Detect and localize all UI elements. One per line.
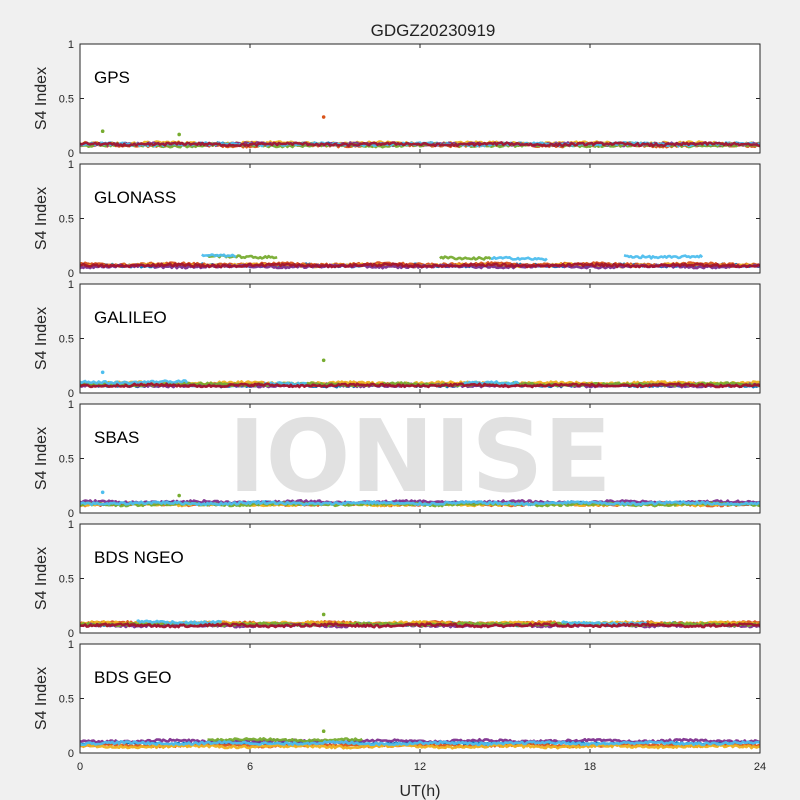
watermark: IONISE: [228, 398, 611, 515]
axes-box: [79, 163, 761, 274]
series-segment: [80, 740, 760, 747]
series-segment: [623, 254, 704, 260]
y-tick-label: 0.5: [59, 214, 74, 226]
y-tick-label: 1: [68, 279, 74, 291]
series-segment: [80, 622, 760, 629]
axes-box: [79, 643, 761, 754]
outlier-point: [100, 490, 105, 495]
y-tick-label: 1: [68, 639, 74, 651]
y-tick-label: 0: [68, 508, 74, 520]
series-segment: [490, 255, 548, 262]
panel-gps: 0 0.5 1 S4 Index GPS: [33, 39, 761, 160]
plot-area: [80, 164, 760, 273]
y-tick-label: 0.5: [59, 454, 74, 466]
series-segment: [439, 255, 492, 261]
y-tick-label: 0: [68, 148, 74, 160]
y-tick-label: 0.5: [59, 694, 74, 706]
axes-box: [79, 523, 761, 634]
x-axis-label: UT(h): [400, 783, 441, 800]
outlier-point: [100, 129, 105, 133]
plot-area: [80, 284, 760, 393]
y-tick-label: 0: [68, 268, 74, 280]
plot-area: [80, 404, 760, 513]
series-segment: [462, 380, 520, 386]
y-axis-label: S4 Index: [33, 427, 50, 490]
data-layer: [80, 612, 760, 629]
outlier-point: [321, 358, 326, 363]
outlier-point: [177, 132, 181, 137]
series-segment: [263, 381, 307, 387]
series-segment: [80, 262, 760, 269]
y-tick-label: 1: [68, 519, 74, 531]
data-layer: [80, 358, 760, 389]
series-segment: [201, 253, 237, 259]
series-segment: [80, 499, 760, 506]
y-axis-label: S4 Index: [33, 307, 50, 370]
outlier-point: [321, 115, 326, 119]
plot-area: [80, 524, 760, 633]
series-segment: [80, 141, 760, 148]
series-segment: [80, 379, 189, 386]
plot-area: [80, 644, 760, 753]
panel-glonass: 0 0.5 1 S4 Index GLONASS: [33, 159, 761, 280]
data-layer: [80, 115, 760, 149]
outlier-point: [321, 612, 326, 617]
y-tick-label: 0: [68, 388, 74, 400]
x-tick-label: 24: [754, 761, 766, 773]
y-tick-label: 1: [68, 159, 74, 171]
y-tick-label: 0.5: [59, 334, 74, 346]
x-tick-label: 12: [414, 761, 426, 773]
y-tick-label: 0: [68, 628, 74, 640]
series-segment: [207, 737, 363, 743]
y-tick-label: 1: [68, 39, 74, 51]
axes-box: [79, 43, 761, 154]
series-segment: [136, 619, 222, 626]
series-segment: [80, 382, 760, 389]
y-tick-label: 0.5: [59, 574, 74, 586]
y-tick-label: 1: [68, 399, 74, 411]
panel-bds-ngeo: 0 0.5 1 S4 Index BDS NGEO: [33, 519, 761, 640]
panel-bds-geo: 0 0.5 1 S4 Index BDS GEO 0 6 12 18 24: [33, 639, 766, 773]
plot-area: [80, 44, 760, 153]
figure-title: GDGZ20230919: [371, 21, 496, 40]
axes-box: [79, 403, 761, 514]
series-segment: [80, 500, 760, 507]
panel-sbas: 0 0.5 1 S4 Index SBAS: [33, 399, 761, 520]
panel-label: GPS: [94, 68, 130, 87]
outlier-point: [177, 493, 181, 498]
data-layer: [80, 729, 760, 750]
panel-label: BDS GEO: [94, 668, 171, 687]
y-tick-label: 0: [68, 748, 74, 760]
y-axis-label: S4 Index: [33, 547, 50, 610]
x-tick-label: 6: [247, 761, 253, 773]
x-tick-label: 18: [584, 761, 596, 773]
outlier-point: [321, 729, 326, 733]
panels: 0 0.5 1 S4 Index GPS 0 0.5 1 S4 Index GLONASS 0 0.5…: [33, 39, 766, 773]
x-tick-label: 0: [77, 761, 83, 773]
y-axis-label: S4 Index: [33, 667, 50, 730]
y-axis-label: S4 Index: [33, 187, 50, 250]
panel-label: GLONASS: [94, 188, 176, 207]
data-layer: [80, 490, 760, 508]
y-tick-label: 0.5: [59, 94, 74, 106]
y-axis-label: S4 Index: [33, 67, 50, 130]
panel-galileo: 0 0.5 1 S4 Index GALILEO: [33, 279, 761, 400]
panel-label: SBAS: [94, 428, 139, 447]
axes-box: [79, 283, 761, 394]
outlier-point: [100, 370, 105, 375]
panel-label: BDS NGEO: [94, 548, 184, 567]
data-layer: [80, 253, 760, 270]
panel-label: GALILEO: [94, 308, 167, 327]
